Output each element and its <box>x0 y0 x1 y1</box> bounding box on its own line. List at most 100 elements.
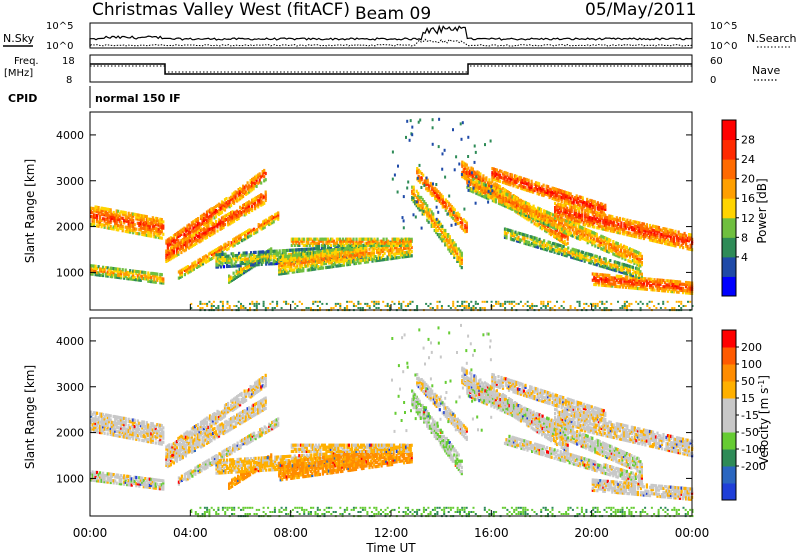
echo-cell <box>138 270 141 274</box>
echo-cell <box>427 212 430 216</box>
echo-cell <box>458 215 461 219</box>
echo-cell <box>506 193 510 197</box>
echo-cell <box>615 241 618 245</box>
echo-cell <box>557 214 560 219</box>
ground-scatter-cell <box>267 307 270 309</box>
echo-cell <box>179 273 182 277</box>
ground-scatter-cell <box>346 300 349 303</box>
echo-cell <box>462 171 465 176</box>
echo-cell <box>300 252 303 256</box>
echo-cell <box>481 188 484 192</box>
echo-cell <box>342 259 345 263</box>
echo-cell <box>341 239 344 243</box>
echo-cell <box>166 252 169 256</box>
echo-cell <box>616 248 619 252</box>
echo-cell <box>618 251 621 255</box>
echo-cell <box>228 216 231 220</box>
ground-scatter-cell <box>262 300 265 303</box>
echo-cell <box>302 247 305 252</box>
echo-cell <box>560 235 563 239</box>
echo-cell <box>229 258 232 262</box>
echo-cell <box>556 192 559 196</box>
echo-cell <box>604 205 607 209</box>
echo-cell <box>455 216 458 220</box>
echo-cell <box>403 246 406 251</box>
echo-cell <box>278 251 281 255</box>
echo-cell <box>138 278 141 282</box>
echo-cell <box>503 191 507 196</box>
echo-cell <box>441 203 444 207</box>
echo-cell <box>363 252 367 256</box>
echo-cell <box>493 193 496 197</box>
echo-cell <box>91 221 94 225</box>
echo-cell <box>403 237 406 241</box>
echo-cell <box>512 182 515 186</box>
echo-cell <box>210 230 213 235</box>
echo-cell <box>96 214 99 218</box>
echo-cell <box>210 210 213 214</box>
echo-cell <box>349 243 352 247</box>
echo-cell <box>94 273 97 277</box>
echo-cell <box>219 249 223 253</box>
echo-cell <box>339 251 342 255</box>
echo-cell <box>568 191 571 196</box>
echo-cell <box>320 256 323 260</box>
echo-cell <box>585 219 588 223</box>
echo-cell <box>186 237 189 241</box>
echo-cell <box>447 247 450 251</box>
echo-cell <box>108 214 111 218</box>
echo-cell <box>148 230 151 234</box>
echo-cell <box>151 280 154 284</box>
echo-cell <box>350 248 353 252</box>
echo-cell <box>397 247 400 251</box>
echo-cell <box>572 197 575 201</box>
echo-cell <box>443 205 446 209</box>
echo-cell <box>561 229 564 233</box>
echo-cell <box>199 235 203 239</box>
echo-cell <box>391 248 394 252</box>
echo-cell <box>285 259 288 263</box>
ground-scatter-cell <box>490 300 493 303</box>
echo-cell <box>202 231 206 235</box>
echo-cell <box>583 227 586 231</box>
echo-cell <box>265 254 268 258</box>
echo-cell <box>94 205 97 209</box>
echo-cell <box>274 249 277 253</box>
echo-cell <box>445 233 448 237</box>
echo-cell <box>263 223 266 227</box>
echo-cell <box>595 236 598 240</box>
echo-cell <box>320 262 323 266</box>
echo-cell <box>187 238 190 242</box>
echo-cell <box>296 265 299 269</box>
echo-cell <box>539 226 542 230</box>
echo-cell <box>245 257 248 261</box>
echo-cell <box>589 198 592 202</box>
echo-cell <box>205 225 209 229</box>
echo-cell <box>162 220 165 224</box>
echo-cell <box>454 243 457 247</box>
echo-cell <box>579 214 582 218</box>
echo-cell <box>236 258 239 262</box>
echo-cell <box>523 206 526 210</box>
echo-cell <box>622 244 625 248</box>
echo-cell <box>425 181 428 185</box>
echo-cell <box>491 180 494 184</box>
echo-cell <box>345 263 349 267</box>
echo-cell <box>578 221 581 226</box>
ground-scatter-cell <box>436 300 439 303</box>
echo-cell <box>525 217 529 221</box>
echo-cell <box>529 207 532 211</box>
echo-cell <box>601 204 604 208</box>
echo-cell <box>631 254 634 259</box>
echo-cell <box>216 203 219 207</box>
echo-cell <box>633 255 636 259</box>
echo-cell <box>299 265 302 269</box>
echo-cell <box>223 216 227 220</box>
echo-cell <box>513 178 517 182</box>
echo-cell <box>594 232 597 236</box>
echo-cell <box>147 234 150 238</box>
ground-scatter-cell <box>237 300 240 303</box>
echo-cell <box>214 224 218 228</box>
echo-cell <box>595 211 598 215</box>
echo-cell <box>263 258 266 262</box>
